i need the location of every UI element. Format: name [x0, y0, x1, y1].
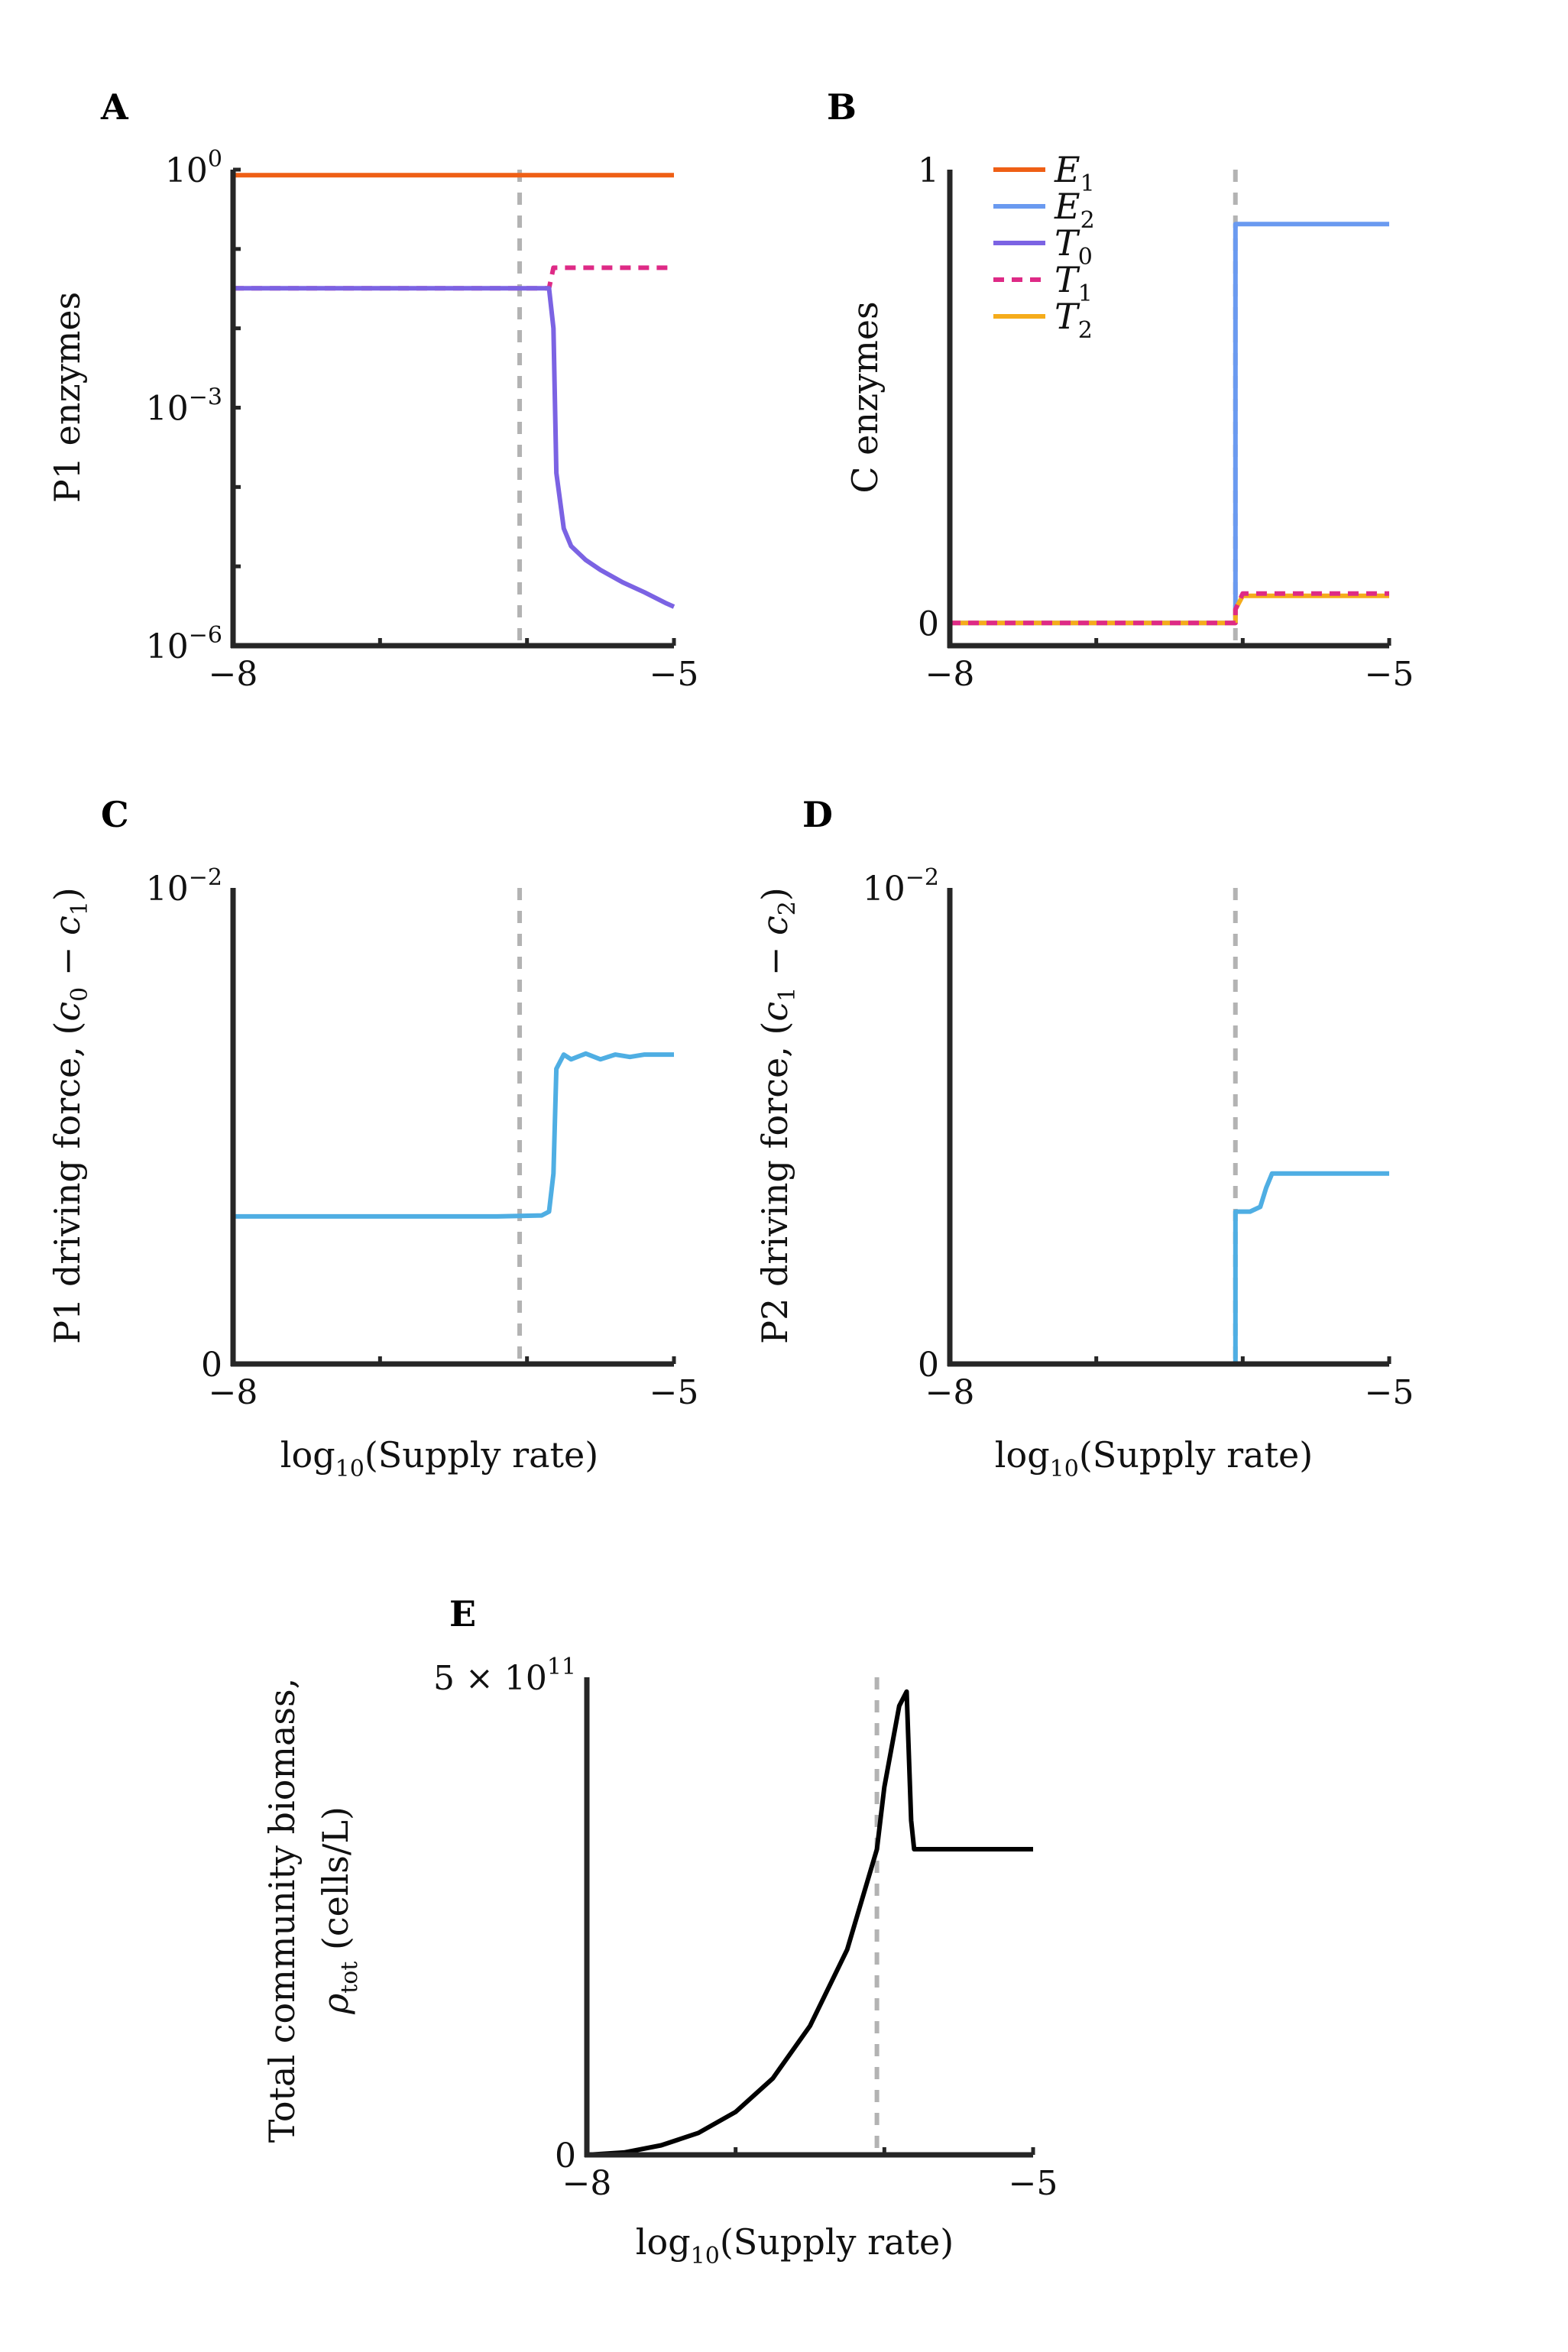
panel-e-letter: E [449, 1593, 476, 1634]
y-tick-label: 0 [918, 604, 939, 643]
series-e2-line [950, 222, 1389, 626]
panel-c-ylabel-minus: − [47, 935, 88, 987]
legend-label-e2: E2 [1054, 186, 1095, 234]
panel-c-letter: C [101, 794, 129, 835]
panel-d-xlabel-rest: (Supply rate) [1079, 1434, 1313, 1476]
panel-d-xlabel-base: 10 [1050, 1456, 1079, 1482]
panel-d-plot-area: −8 −5 0 10−2 [863, 864, 1414, 1412]
panel-c-ylabel-c0-sub: 0 [66, 987, 93, 1002]
legend-label-t1: T1 [1055, 259, 1093, 307]
legend-label-t0: T0 [1055, 222, 1093, 271]
x-tick-label: −5 [1365, 655, 1414, 694]
panel-b-ylabel: C enzymes [844, 301, 886, 493]
series-t2-line [950, 593, 1389, 626]
x-tick-label: −8 [209, 1373, 258, 1412]
panel-e-xlabel-log: log [636, 2221, 691, 2263]
panel-a: A −8 −5 100 10−3 10−6 P1 enzymes [47, 86, 698, 694]
x-tick-label: −5 [1009, 2164, 1058, 2203]
panel-b-letter: B [827, 86, 857, 128]
panel-e-ylabel-line2: ρtot (cells/L) [315, 1806, 363, 2015]
panel-a-plot-area: −8 −5 100 10−3 10−6 [146, 146, 699, 694]
panel-d-ylabel-c2-sub: 2 [774, 901, 801, 915]
x-tick-label: −8 [562, 2164, 612, 2203]
y-tick-label: 5 × 1011 [433, 1654, 576, 1698]
panel-c-ylabel-c1-sub: 1 [66, 901, 93, 915]
series-biomass-line [586, 1689, 1033, 2157]
series-t1-line [950, 591, 1389, 626]
panel-a-ylabel: P1 enzymes [47, 292, 88, 503]
x-tick-label: −5 [1365, 1373, 1414, 1412]
panel-c-ylabel-c1: c [47, 915, 88, 935]
series-driving-line [233, 1051, 674, 1219]
panel-e: E −8 −5 0 5 × 1011 Total community biomass,… [261, 1593, 1058, 2269]
panel-c-ylabel: P1 driving force, (c0 − c1) [47, 887, 93, 1344]
panel-d-ylabel: P2 driving force, (c1 − c2) [754, 887, 801, 1344]
series-driving-line [950, 1171, 1389, 1366]
panel-d-letter: D [802, 794, 833, 835]
panel-d-ylabel-minus: − [754, 935, 795, 987]
y-tick-label: 10−3 [146, 384, 222, 429]
series-t0-line [233, 286, 675, 609]
panel-c-xlabel-base: 10 [335, 1456, 364, 1482]
panel-e-plot-area: −8 −5 0 5 × 1011 [433, 1654, 1058, 2203]
panel-d-xlabel: log10(Supply rate) [995, 1434, 1313, 1482]
panel-d-ylabel-c1-sub: 1 [774, 987, 801, 1002]
y-tick-label: 0 [918, 1346, 939, 1385]
x-tick-label: −5 [650, 1373, 699, 1412]
panel-b-plot-area: −8 −5 0 1 [918, 151, 1414, 694]
y-tick-label: 1 [918, 151, 939, 190]
y-tick-label: 10−6 [146, 622, 222, 666]
x-tick-label: −8 [209, 655, 258, 694]
panel-c-xlabel-log: log [280, 1434, 335, 1476]
series-t1-line [233, 265, 674, 291]
panel-d-ylabel-start: P2 driving force, ( [754, 1022, 795, 1344]
panel-c-ylabel-close: ) [47, 887, 88, 901]
panel-d-ylabel-close: ) [754, 887, 795, 901]
legend-label-t2: T2 [1055, 296, 1093, 344]
legend-label-e1: E1 [1054, 149, 1095, 197]
panel-e-xlabel-base: 10 [691, 2243, 720, 2269]
x-tick-label: −8 [925, 1373, 975, 1412]
panel-d-xlabel-log: log [995, 1434, 1050, 1476]
panel-e-ylabel-rho: ρ [315, 1994, 356, 2015]
panel-a-letter: A [100, 86, 129, 128]
panel-c-ylabel-start: P1 driving force, ( [47, 1022, 88, 1344]
panel-e-xlabel-rest: (Supply rate) [720, 2221, 954, 2263]
panel-e-ylabel-rho-sub: tot [336, 1962, 363, 1994]
panel-d-ylabel-c1: c [754, 1002, 795, 1022]
panel-e-ylabel-rest: (cells/L) [315, 1806, 356, 1962]
panel-e-xlabel: log10(Supply rate) [636, 2221, 954, 2269]
x-tick-label: −5 [650, 655, 699, 694]
y-tick-label: 10−2 [146, 864, 222, 909]
panel-c-xlabel-rest: (Supply rate) [364, 1434, 598, 1476]
panel-c-xlabel: log10(Supply rate) [280, 1434, 598, 1482]
panel-d-ylabel-c2: c [754, 915, 795, 935]
panel-c-plot-area: −8 −5 0 10−2 [146, 864, 699, 1412]
y-tick-label: 10−2 [863, 864, 939, 909]
y-tick-label: 0 [201, 1346, 222, 1385]
y-tick-label: 100 [165, 146, 222, 190]
panel-e-ylabel-line1: Total community biomass, [261, 1678, 303, 2143]
panel-c-ylabel-c0: c [47, 1002, 88, 1022]
x-tick-label: −8 [925, 655, 975, 694]
y-tick-label: 0 [555, 2137, 576, 2175]
